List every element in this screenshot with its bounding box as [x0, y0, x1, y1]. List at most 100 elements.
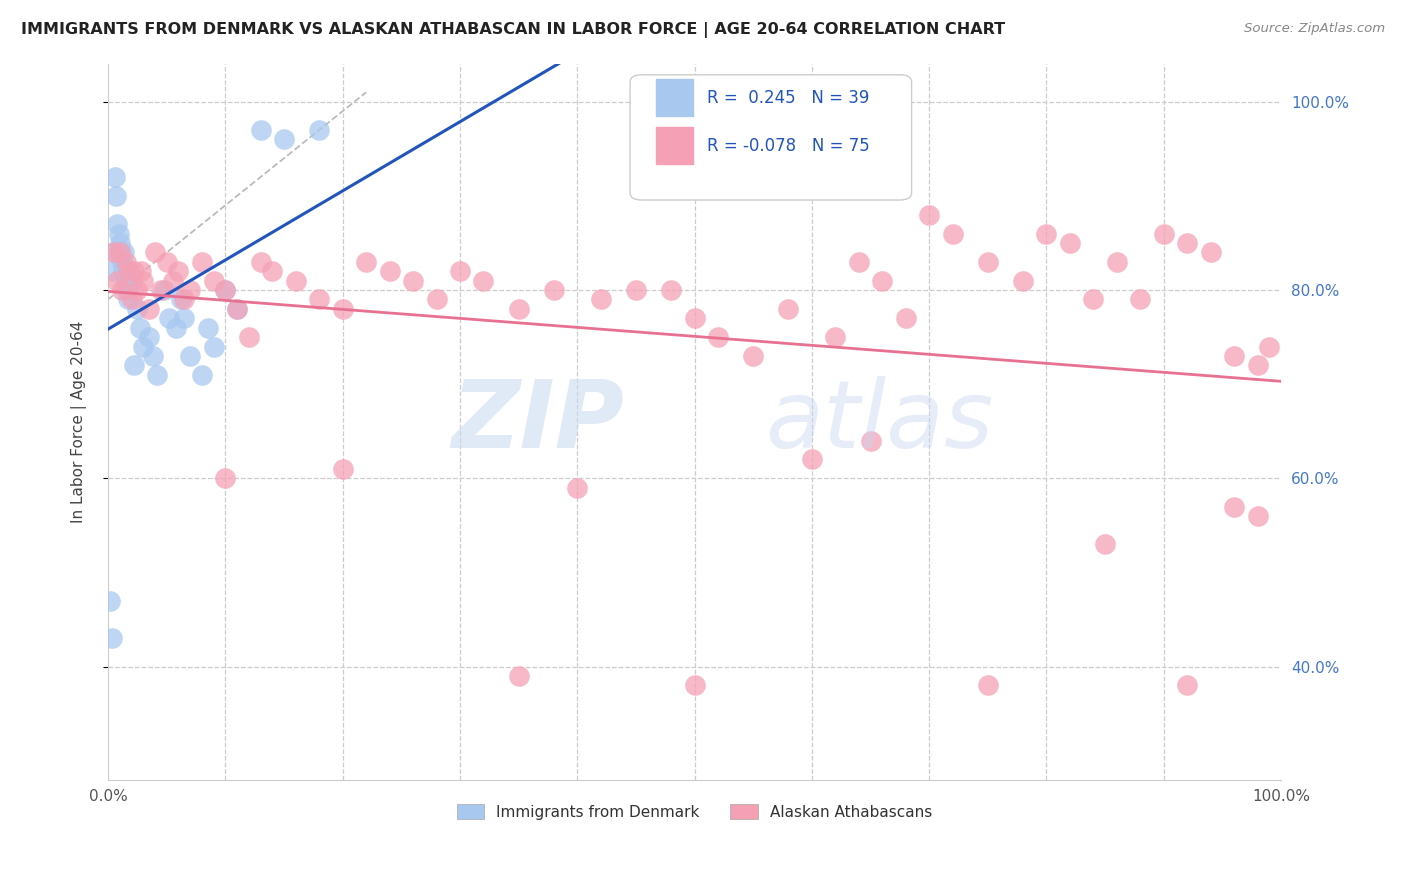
- Y-axis label: In Labor Force | Age 20-64: In Labor Force | Age 20-64: [72, 320, 87, 523]
- Point: [110, 245, 132, 260]
- Point: [111, 254, 134, 268]
- Point: [191, 368, 214, 382]
- Point: [1199, 245, 1222, 260]
- Point: [100, 632, 122, 646]
- Point: [425, 293, 447, 307]
- Point: [1153, 227, 1175, 241]
- Point: [129, 264, 152, 278]
- Point: [156, 254, 179, 268]
- Point: [127, 301, 149, 316]
- Point: [284, 274, 307, 288]
- Point: [977, 254, 1000, 268]
- Point: [1258, 339, 1281, 353]
- Point: [103, 245, 125, 260]
- Point: [589, 293, 612, 307]
- Point: [472, 274, 495, 288]
- Point: [1246, 508, 1268, 523]
- Point: [121, 274, 143, 288]
- FancyBboxPatch shape: [655, 79, 693, 116]
- Point: [872, 274, 894, 288]
- Point: [105, 189, 128, 203]
- Point: [238, 330, 260, 344]
- Point: [332, 462, 354, 476]
- Point: [191, 254, 214, 268]
- Point: [354, 254, 377, 268]
- Point: [894, 311, 917, 326]
- Point: [249, 123, 271, 137]
- Text: atlas: atlas: [765, 376, 993, 467]
- Point: [1012, 274, 1035, 288]
- Point: [1059, 235, 1081, 250]
- Point: [101, 264, 124, 278]
- Point: [138, 330, 160, 344]
- Point: [153, 283, 176, 297]
- Point: [273, 132, 295, 146]
- Point: [107, 217, 129, 231]
- Point: [859, 434, 882, 448]
- Point: [202, 339, 225, 353]
- Point: [115, 283, 138, 297]
- Point: [127, 283, 149, 297]
- Point: [132, 274, 155, 288]
- Point: [1105, 254, 1128, 268]
- Point: [173, 293, 195, 307]
- Point: [214, 283, 236, 297]
- Point: [977, 678, 1000, 692]
- Point: [142, 349, 165, 363]
- Point: [112, 264, 135, 278]
- Point: [165, 320, 187, 334]
- Point: [624, 283, 647, 297]
- Point: [143, 245, 166, 260]
- Point: [121, 293, 143, 307]
- Point: [114, 254, 136, 268]
- Point: [262, 264, 284, 278]
- Point: [249, 254, 271, 268]
- Point: [214, 471, 236, 485]
- Point: [179, 283, 201, 297]
- Point: [449, 264, 471, 278]
- Point: [118, 264, 141, 278]
- Point: [707, 330, 730, 344]
- Point: [117, 293, 139, 307]
- Point: [1175, 678, 1198, 692]
- Point: [226, 301, 249, 316]
- Point: [332, 301, 354, 316]
- Point: [118, 264, 141, 278]
- Point: [683, 678, 706, 692]
- Point: [122, 264, 145, 278]
- Point: [107, 227, 129, 241]
- Point: [1129, 293, 1152, 307]
- Point: [214, 283, 236, 297]
- Point: [114, 274, 136, 288]
- Point: [128, 320, 150, 334]
- Text: R = -0.078   N = 75: R = -0.078 N = 75: [707, 136, 870, 154]
- Point: [378, 264, 401, 278]
- Legend: Immigrants from Denmark, Alaskan Athabascans: Immigrants from Denmark, Alaskan Athabas…: [451, 797, 939, 826]
- Point: [1175, 235, 1198, 250]
- Point: [308, 293, 330, 307]
- Point: [942, 227, 965, 241]
- Point: [104, 169, 127, 184]
- Point: [114, 245, 136, 260]
- Point: [1035, 227, 1057, 241]
- Point: [659, 283, 682, 297]
- Point: [108, 235, 131, 250]
- Point: [308, 123, 330, 137]
- Point: [1223, 500, 1246, 514]
- Point: [778, 301, 800, 316]
- Point: [132, 339, 155, 353]
- Point: [918, 208, 941, 222]
- Point: [162, 274, 184, 288]
- Point: [170, 293, 193, 307]
- Text: IMMIGRANTS FROM DENMARK VS ALASKAN ATHABASCAN IN LABOR FORCE | AGE 20-64 CORRELA: IMMIGRANTS FROM DENMARK VS ALASKAN ATHAB…: [21, 22, 1005, 38]
- Point: [100, 593, 122, 607]
- Point: [173, 311, 195, 326]
- Point: [508, 301, 530, 316]
- Point: [848, 254, 870, 268]
- FancyBboxPatch shape: [630, 75, 911, 200]
- Point: [167, 264, 190, 278]
- Point: [122, 359, 145, 373]
- FancyBboxPatch shape: [655, 127, 693, 164]
- Point: [1083, 293, 1105, 307]
- Point: [179, 349, 201, 363]
